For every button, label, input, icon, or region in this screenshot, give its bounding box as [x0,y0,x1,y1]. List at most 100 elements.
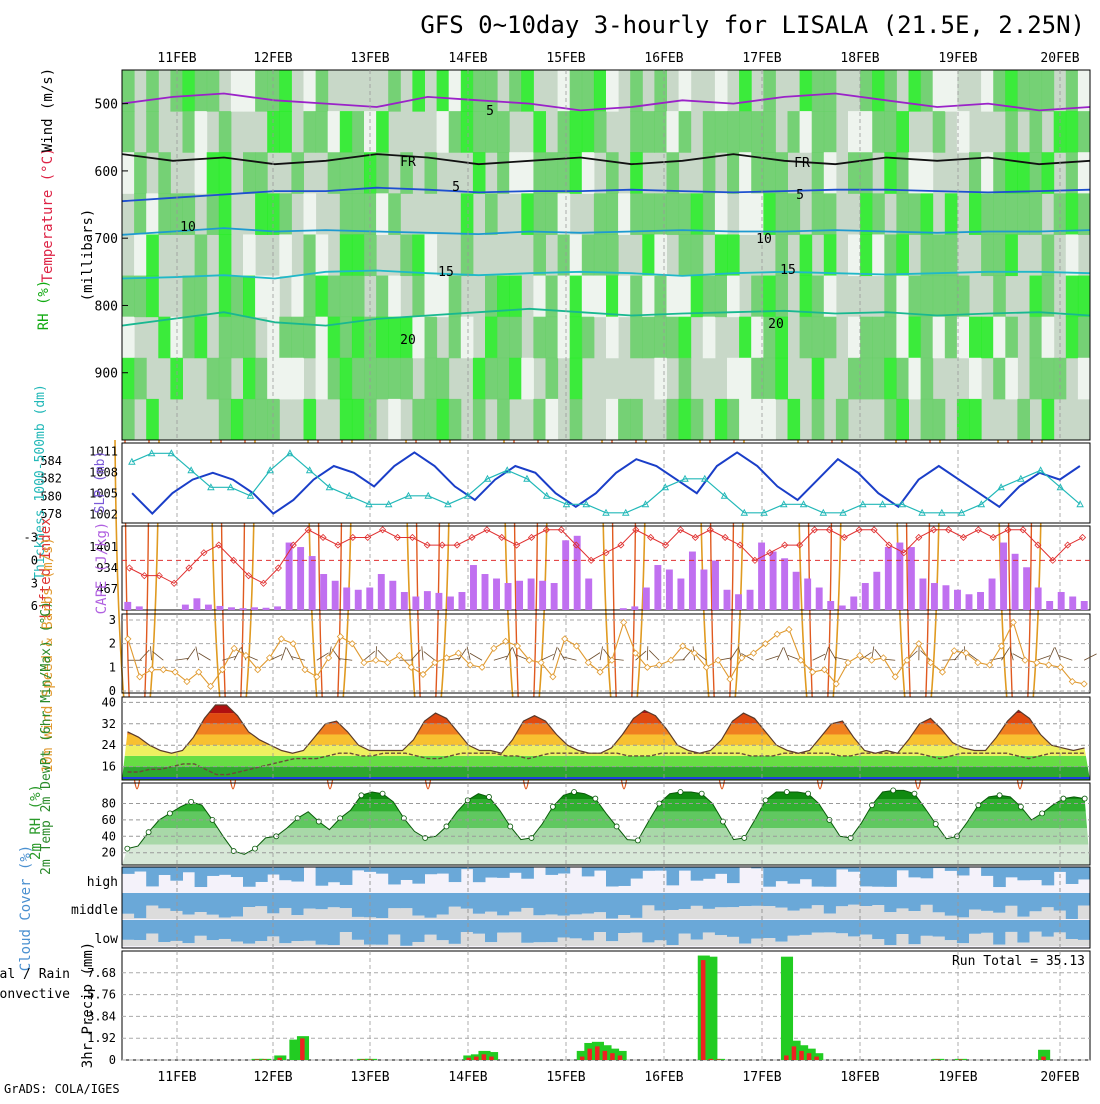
rh-marker [380,791,385,796]
rh-cell [1030,70,1043,112]
lifted-tick: 6 [31,599,38,613]
cloud-cell [328,920,341,945]
rh-cell [243,399,256,441]
rh-cell [1005,317,1018,359]
cloud-cell [981,920,994,933]
rh-cell-dry [957,317,970,359]
cloud-gap [304,941,317,946]
rh-cell [630,317,643,359]
precip-conv-bar [784,1055,789,1060]
rh-cell [1042,276,1055,318]
rh-cell [763,193,776,235]
rh-cell-dry [739,193,752,235]
cloud-cell [812,867,825,887]
precip-tick: 0 [109,1053,116,1067]
cloud-cell [582,920,595,940]
rh-cell-dry [425,276,438,318]
rh-cell [388,193,401,235]
rh-cell [969,193,982,235]
rh-cell [352,193,365,235]
cloud-gap [437,915,450,919]
cloud-cell [328,893,341,907]
rh-cell [1066,276,1079,318]
rh-cell-dry [521,152,534,194]
cloud-cell [243,920,256,944]
cloud-cell [812,920,825,933]
cloud-cell [848,867,861,872]
rh-cell [642,111,655,153]
cloud-gap [872,905,885,919]
wind-barb [378,650,388,660]
cloud-cell [122,920,135,940]
cloud-cell [1066,893,1079,919]
rh-cell [957,399,970,441]
cloud-cell [739,893,752,906]
rh-cell [134,276,147,318]
rh-cell-dry [667,276,680,318]
rh-cell [957,276,970,318]
wind-barb [1049,647,1055,660]
cloud-cell [824,867,837,887]
cloud-gap [933,937,946,946]
cloud-cell [412,867,425,884]
cape-bar [908,547,915,610]
cloud-cell [751,920,764,939]
rh-cell-dry [291,358,304,400]
cape-bar [539,581,546,610]
date-label-top: 13FEB [350,51,389,66]
rh-cell [630,152,643,194]
date-label-top: 15FEB [546,51,585,66]
rh-cell-dry [558,317,571,359]
cloud-gap [570,938,583,946]
rh-cell [1030,111,1043,153]
rh-marker [1061,796,1066,801]
cloud-cell [691,893,704,906]
cloud-cell [546,893,559,914]
cloud-gap [570,914,583,919]
contour-label: 20 [400,333,416,348]
rh-cell-dry [872,234,885,276]
cloud-cell [158,893,171,908]
upper-air-panel: 5FR5101520FR5101520500600700800900(milli… [36,68,1091,789]
cloud-cell [860,920,873,935]
date-label-bottom: 19FEB [938,1070,977,1085]
rh-cell [1066,70,1079,112]
rh-cell [473,399,486,441]
cloud-gap [775,942,788,946]
pressure-tick: 600 [95,165,118,180]
rh-cell [122,70,135,112]
rh-cell [352,317,365,359]
precip-conv-label: Convective [0,987,70,1002]
cloud-cell [243,867,256,887]
rh-cell [1042,358,1055,400]
rh-cell [340,111,353,153]
cloud-gap [654,910,667,919]
cloud-cell [1005,893,1018,906]
cloud-cell [727,893,740,907]
rh-cell [679,317,692,359]
cloud-gap [763,938,776,946]
rh-cell [739,111,752,153]
rh-cell [1042,152,1055,194]
rh-cell [981,193,994,235]
rh-cell [667,399,680,441]
cloud-gap [558,916,571,919]
rh-cell [860,358,873,400]
date-label-bottom: 11FEB [157,1070,196,1085]
cloud-gap [558,937,571,946]
rh-cell-dry [739,358,752,400]
rh-cell-dry [533,276,546,318]
cloud-cell [352,920,365,940]
rh-cell [812,317,825,359]
cloud-cell [618,893,631,915]
rh-cell-dry [316,234,329,276]
rh-cell-dry [933,70,946,112]
cloud-cell [340,920,353,932]
wind-marker [491,645,497,651]
rh-cell [981,317,994,359]
rh-cell [497,399,510,441]
rh-cell [993,276,1006,318]
rh-cell [376,317,389,359]
cape-bar [136,606,143,610]
rh-cell [606,234,619,276]
